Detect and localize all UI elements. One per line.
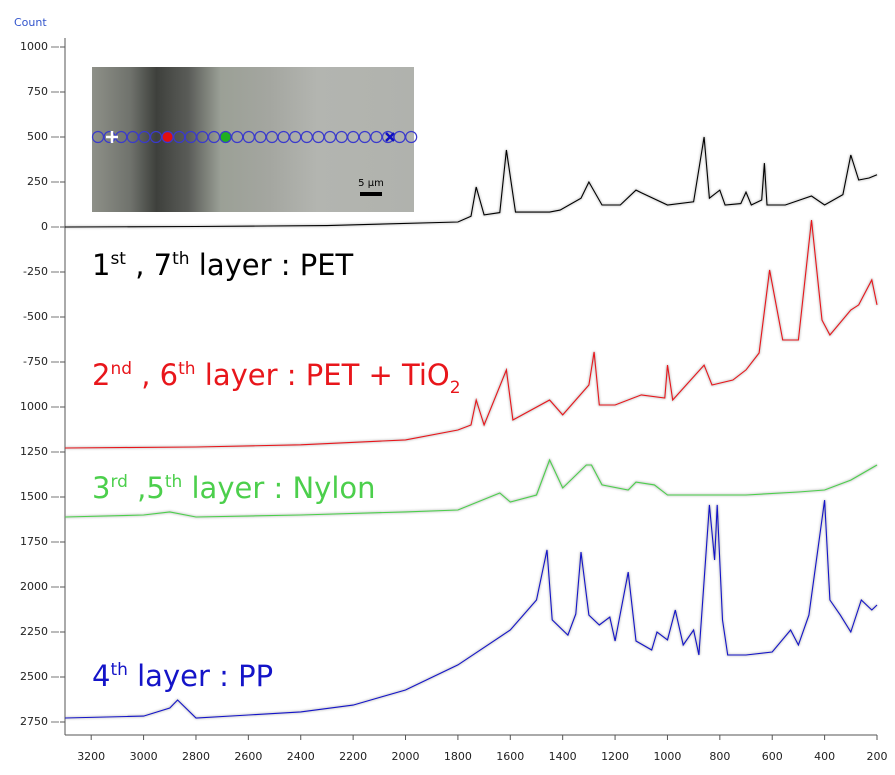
x-tick-label: 1400	[549, 750, 577, 763]
label-part: 4	[92, 659, 110, 693]
point-circle	[393, 130, 406, 144]
micrograph	[92, 67, 414, 212]
label-part: , 6	[132, 358, 178, 392]
cross-marker	[106, 131, 118, 143]
series-label: 3rd ,5th layer : Nylon	[92, 471, 376, 505]
label-part: 2	[450, 378, 461, 398]
label-part: rd	[110, 472, 127, 492]
point-circle	[207, 130, 221, 144]
point-circle	[405, 130, 418, 144]
point-circle	[312, 130, 325, 144]
point-circle	[370, 130, 383, 144]
point-circle	[219, 130, 232, 144]
y-tick-label: -500	[23, 310, 48, 323]
x-tick-label: 2800	[182, 750, 210, 763]
x-tick-label: 2400	[287, 750, 315, 763]
label-part: th	[110, 660, 127, 680]
label-part: layer : Nylon	[182, 471, 375, 505]
y-tick-label: 2000	[20, 580, 48, 593]
point-circle	[335, 130, 348, 144]
scale-label: 5 µm	[358, 178, 384, 189]
y-tick-label: 1000	[20, 40, 48, 53]
point-circle	[254, 130, 267, 144]
x-tick-label: 2200	[339, 750, 367, 763]
x-tick-label: 3000	[130, 750, 158, 763]
y-tick-label: 1000	[20, 400, 48, 413]
label-part: ,5	[128, 471, 165, 505]
label-part: layer : PET	[190, 248, 354, 282]
x-tick-label: 1800	[444, 750, 472, 763]
y-tick-label: 2750	[20, 715, 48, 728]
spectrum-line	[64, 500, 878, 719]
label-part: 1	[92, 248, 110, 282]
series-label: 2nd , 6th layer : PET + TiO2	[92, 358, 461, 398]
label-part: , 7	[126, 248, 172, 282]
y-tick-label: 2250	[20, 625, 48, 638]
y-tick-label: 0	[41, 220, 48, 233]
x-tick-label: 2000	[392, 750, 420, 763]
inset-image: 5 µm	[91, 67, 418, 212]
point-circle	[277, 130, 290, 144]
series-label: 4th layer : PP	[92, 659, 273, 693]
x-tick-label: 800	[709, 750, 730, 763]
x-tick-label: 2600	[234, 750, 262, 763]
y-tick-label: 500	[27, 130, 48, 143]
point-circle	[161, 130, 174, 144]
y-tick-label: 250	[27, 175, 48, 188]
point-circle	[300, 130, 313, 144]
point-circle	[149, 130, 163, 144]
point-circle	[265, 130, 279, 144]
x-tick-label: 400	[814, 750, 835, 763]
x-tick-label: 200	[867, 750, 888, 763]
x-tick-label: 600	[762, 750, 783, 763]
label-part: 2	[92, 358, 110, 392]
spectrum-line	[64, 458, 878, 518]
spectrum-line	[64, 219, 878, 449]
y-tick-label: 2500	[20, 670, 48, 683]
series-label: 1st , 7th layer : PET	[92, 248, 354, 282]
point-circle	[138, 130, 151, 144]
y-tick-label: 1750	[20, 535, 48, 548]
y-tick-label: 1250	[20, 445, 48, 458]
y-tick-label: 1500	[20, 490, 48, 503]
label-part: 3	[92, 471, 110, 505]
x-tick-label: 1000	[653, 750, 681, 763]
point-circle	[323, 130, 337, 144]
point-circle	[196, 130, 209, 144]
point-circle	[381, 130, 395, 144]
y-tick-label: 750	[27, 85, 48, 98]
point-circle	[173, 130, 186, 144]
label-part: layer : PP	[128, 659, 273, 693]
label-part: st	[110, 249, 126, 269]
measurement-points	[91, 130, 418, 144]
spectrum-line	[64, 136, 878, 228]
label-part: layer : PET + TiO	[196, 358, 450, 392]
label-part: nd	[110, 359, 132, 379]
scale-bar	[360, 192, 382, 196]
point-circle	[231, 130, 244, 144]
y-tick-label: -750	[23, 355, 48, 368]
y-axis-label: Count	[14, 16, 47, 29]
label-part: th	[172, 249, 189, 269]
label-part: th	[165, 472, 182, 492]
x-tick-label: 1200	[601, 750, 629, 763]
x-tick-label: 3200	[77, 750, 105, 763]
x-tick-label: 1600	[496, 750, 524, 763]
label-part: th	[178, 359, 195, 379]
x-marker	[385, 132, 395, 142]
point-circle	[358, 130, 371, 144]
y-tick-label: -250	[23, 265, 48, 278]
